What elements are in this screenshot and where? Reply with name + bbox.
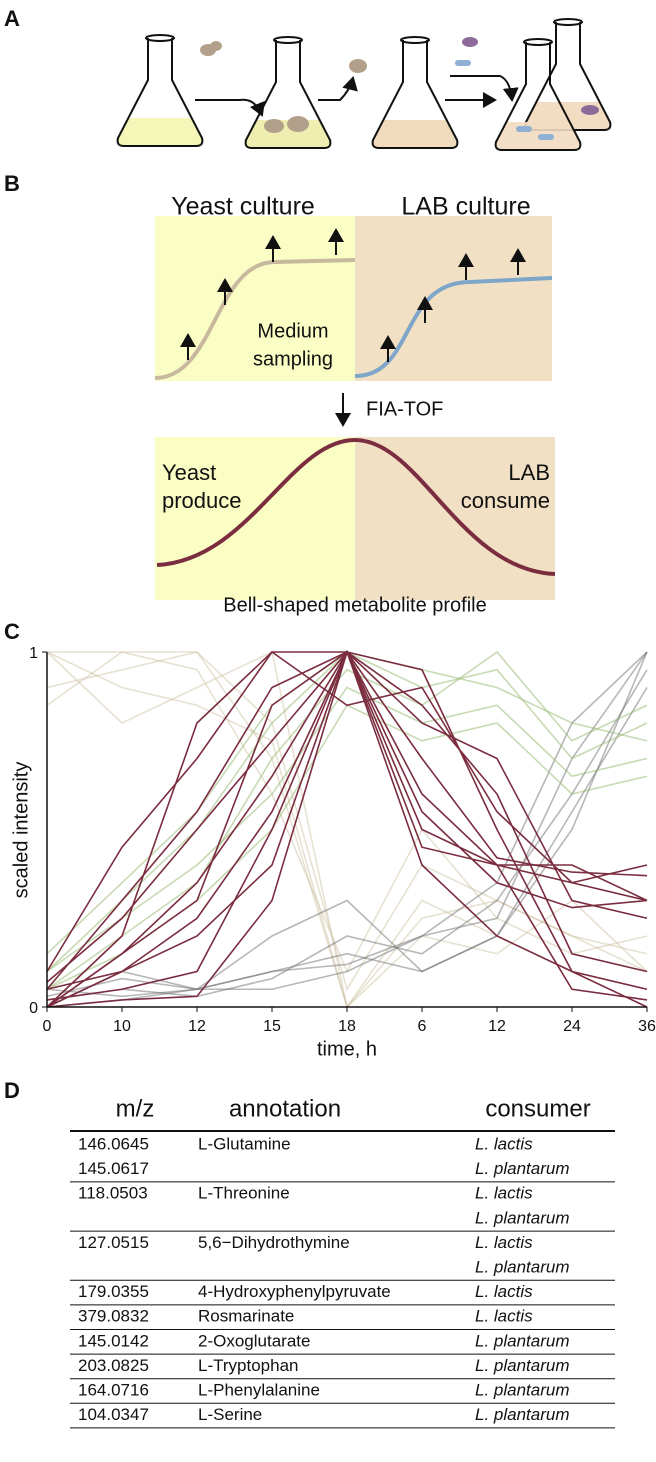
x-tick-label: 12 <box>488 1018 506 1035</box>
consumer-cell: L. plantarum <box>475 1208 570 1227</box>
consumer-cell: L. plantarum <box>475 1331 570 1350</box>
caption: Bell-shaped metabolite profile <box>223 594 487 616</box>
annotation-cell: 5,6−Dihydrothymine <box>198 1233 350 1252</box>
produce-text: Yeast <box>162 460 216 485</box>
data-line <box>46 650 648 1008</box>
consumer-cell: L. lactis <box>475 1307 533 1326</box>
panel-label: B <box>4 171 20 196</box>
x-tick-label: 24 <box>563 1018 581 1035</box>
y-tick-label: 0 <box>29 1000 38 1017</box>
panel-label: D <box>4 1078 20 1103</box>
y-tick-label: 1 <box>29 645 38 662</box>
table-header: consumer <box>485 1095 590 1122</box>
consumer-cell: L. plantarum <box>475 1257 570 1276</box>
x-axis-label: time, h <box>317 1038 377 1060</box>
data-line <box>46 669 648 1001</box>
flask-diagram <box>116 18 612 151</box>
consumer-cell: L. plantarum <box>475 1405 570 1424</box>
yeast-title: Yeast culture <box>171 193 315 221</box>
produce-text: produce <box>162 488 242 513</box>
table: m/z annotation consumer 146.0645 L-Glutamine… <box>70 1095 615 1429</box>
table-header: m/z <box>116 1095 155 1122</box>
mz-cell: 179.0355 <box>78 1282 149 1301</box>
data-line <box>46 650 648 1008</box>
data-line <box>46 687 648 1008</box>
mz-cell: 203.0825 <box>78 1356 149 1375</box>
consumer-cell: L. lactis <box>475 1233 533 1252</box>
consumer-cell: L. plantarum <box>475 1159 570 1178</box>
mz-cell: 379.0832 <box>78 1307 149 1326</box>
data-line <box>46 651 648 998</box>
data-line <box>46 651 648 998</box>
mz-cell: 164.0716 <box>78 1380 149 1399</box>
sampling-diagram <box>154 216 556 600</box>
consumer-cell: L. lactis <box>475 1282 533 1301</box>
x-tick-label: 10 <box>113 1018 131 1035</box>
sampling-text: Medium <box>257 320 328 342</box>
data-line <box>46 686 648 973</box>
consumer-cell: L. lactis <box>475 1184 533 1203</box>
y-axis-label: scaled intensity <box>10 762 32 899</box>
mz-cell: 145.0617 <box>78 1159 149 1178</box>
mz-cell: 145.0142 <box>78 1331 149 1350</box>
annotation-cell: 2-Oxoglutarate <box>198 1331 310 1350</box>
annotation-cell: 4-Hydroxyphenylpyruvate <box>198 1282 391 1301</box>
x-tick-label: 12 <box>188 1018 206 1035</box>
consume-text: consume <box>461 488 550 513</box>
consumer-cell: L. plantarum <box>475 1356 570 1375</box>
mz-cell: 118.0503 <box>78 1184 148 1203</box>
lab-title: LAB culture <box>401 193 530 221</box>
data-line <box>46 650 648 983</box>
table-header: annotation <box>229 1095 341 1122</box>
panel-label: A <box>4 6 20 31</box>
annotation-cell: L-Tryptophan <box>198 1356 298 1375</box>
data-line <box>46 650 648 1001</box>
consume-text: LAB <box>508 460 550 485</box>
x-tick-label: 6 <box>418 1018 427 1035</box>
method-text: FIA-TOF <box>366 398 443 420</box>
mz-cell: 146.0645 <box>78 1134 149 1153</box>
x-tick-label: 15 <box>263 1018 281 1035</box>
annotation-cell: L-Phenylalanine <box>198 1380 320 1399</box>
annotation-cell: Rosmarinate <box>198 1307 294 1326</box>
sampling-text: sampling <box>253 348 333 370</box>
annotation-cell: L-Serine <box>198 1405 262 1424</box>
x-tick-label: 0 <box>43 1018 52 1035</box>
panel-label: C <box>4 619 20 644</box>
mz-cell: 127.0515 <box>78 1233 149 1252</box>
x-tick-label: 36 <box>638 1018 656 1035</box>
annotation-cell: L-Glutamine <box>198 1134 291 1153</box>
consumer-cell: L. plantarum <box>475 1380 570 1399</box>
x-tick-label: 18 <box>338 1018 356 1035</box>
mz-cell: 104.0347 <box>78 1405 149 1424</box>
annotation-cell: L-Threonine <box>198 1184 290 1203</box>
plot: 010 10 12 15 18 6 12 24 36 <box>29 645 656 1035</box>
consumer-cell: L. lactis <box>475 1134 533 1153</box>
